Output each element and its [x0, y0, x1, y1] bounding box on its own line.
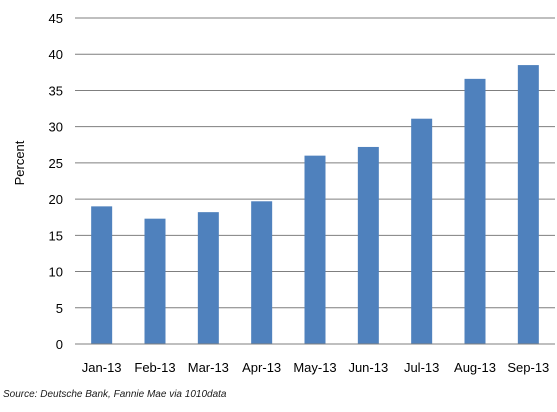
- y-tick-label: 40: [49, 47, 63, 62]
- y-tick-label: 35: [49, 83, 63, 98]
- y-tick-label: 5: [56, 301, 63, 316]
- x-tick-label: May-13: [293, 360, 336, 375]
- y-tick-label: 25: [49, 156, 63, 171]
- bar-feb-13: [144, 218, 166, 344]
- y-tick-label: 10: [49, 265, 63, 280]
- y-tick-label: 0: [56, 337, 63, 352]
- bar-apr-13: [251, 201, 273, 344]
- x-tick-label: Sep-13: [507, 360, 549, 375]
- y-tick-label: 30: [49, 120, 63, 135]
- x-tick-label: Apr-13: [242, 360, 281, 375]
- bar-mar-13: [197, 212, 219, 344]
- y-tick-label: 20: [49, 192, 63, 207]
- source-note: Source: Deutsche Bank, Fannie Mae via 10…: [3, 389, 227, 400]
- y-axis-ticks: 0 5 10 15 20 25 30 35 40 45: [49, 11, 63, 352]
- x-tick-label: Mar-13: [188, 360, 229, 375]
- x-tick-label: Feb-13: [134, 360, 175, 375]
- x-tick-label: Jun-13: [348, 360, 388, 375]
- x-tick-label: Jan-13: [82, 360, 122, 375]
- x-tick-label: Aug-13: [454, 360, 496, 375]
- x-tick-label: Jul-13: [404, 360, 439, 375]
- bars: [91, 65, 539, 344]
- bar-may-13: [304, 155, 326, 344]
- y-tick-label: 45: [49, 11, 63, 26]
- x-axis-ticks: Jan-13 Feb-13 Mar-13 Apr-13 May-13 Jun-13 Jul-…: [75, 343, 555, 375]
- y-axis-label: Percent: [12, 140, 27, 185]
- bar-jun-13: [357, 146, 379, 344]
- bar-jan-13: [91, 206, 113, 344]
- bar-jul-13: [411, 118, 433, 344]
- bar-aug-13: [464, 78, 486, 344]
- y-tick-label: 15: [49, 228, 63, 243]
- bar-sep-13: [517, 65, 539, 344]
